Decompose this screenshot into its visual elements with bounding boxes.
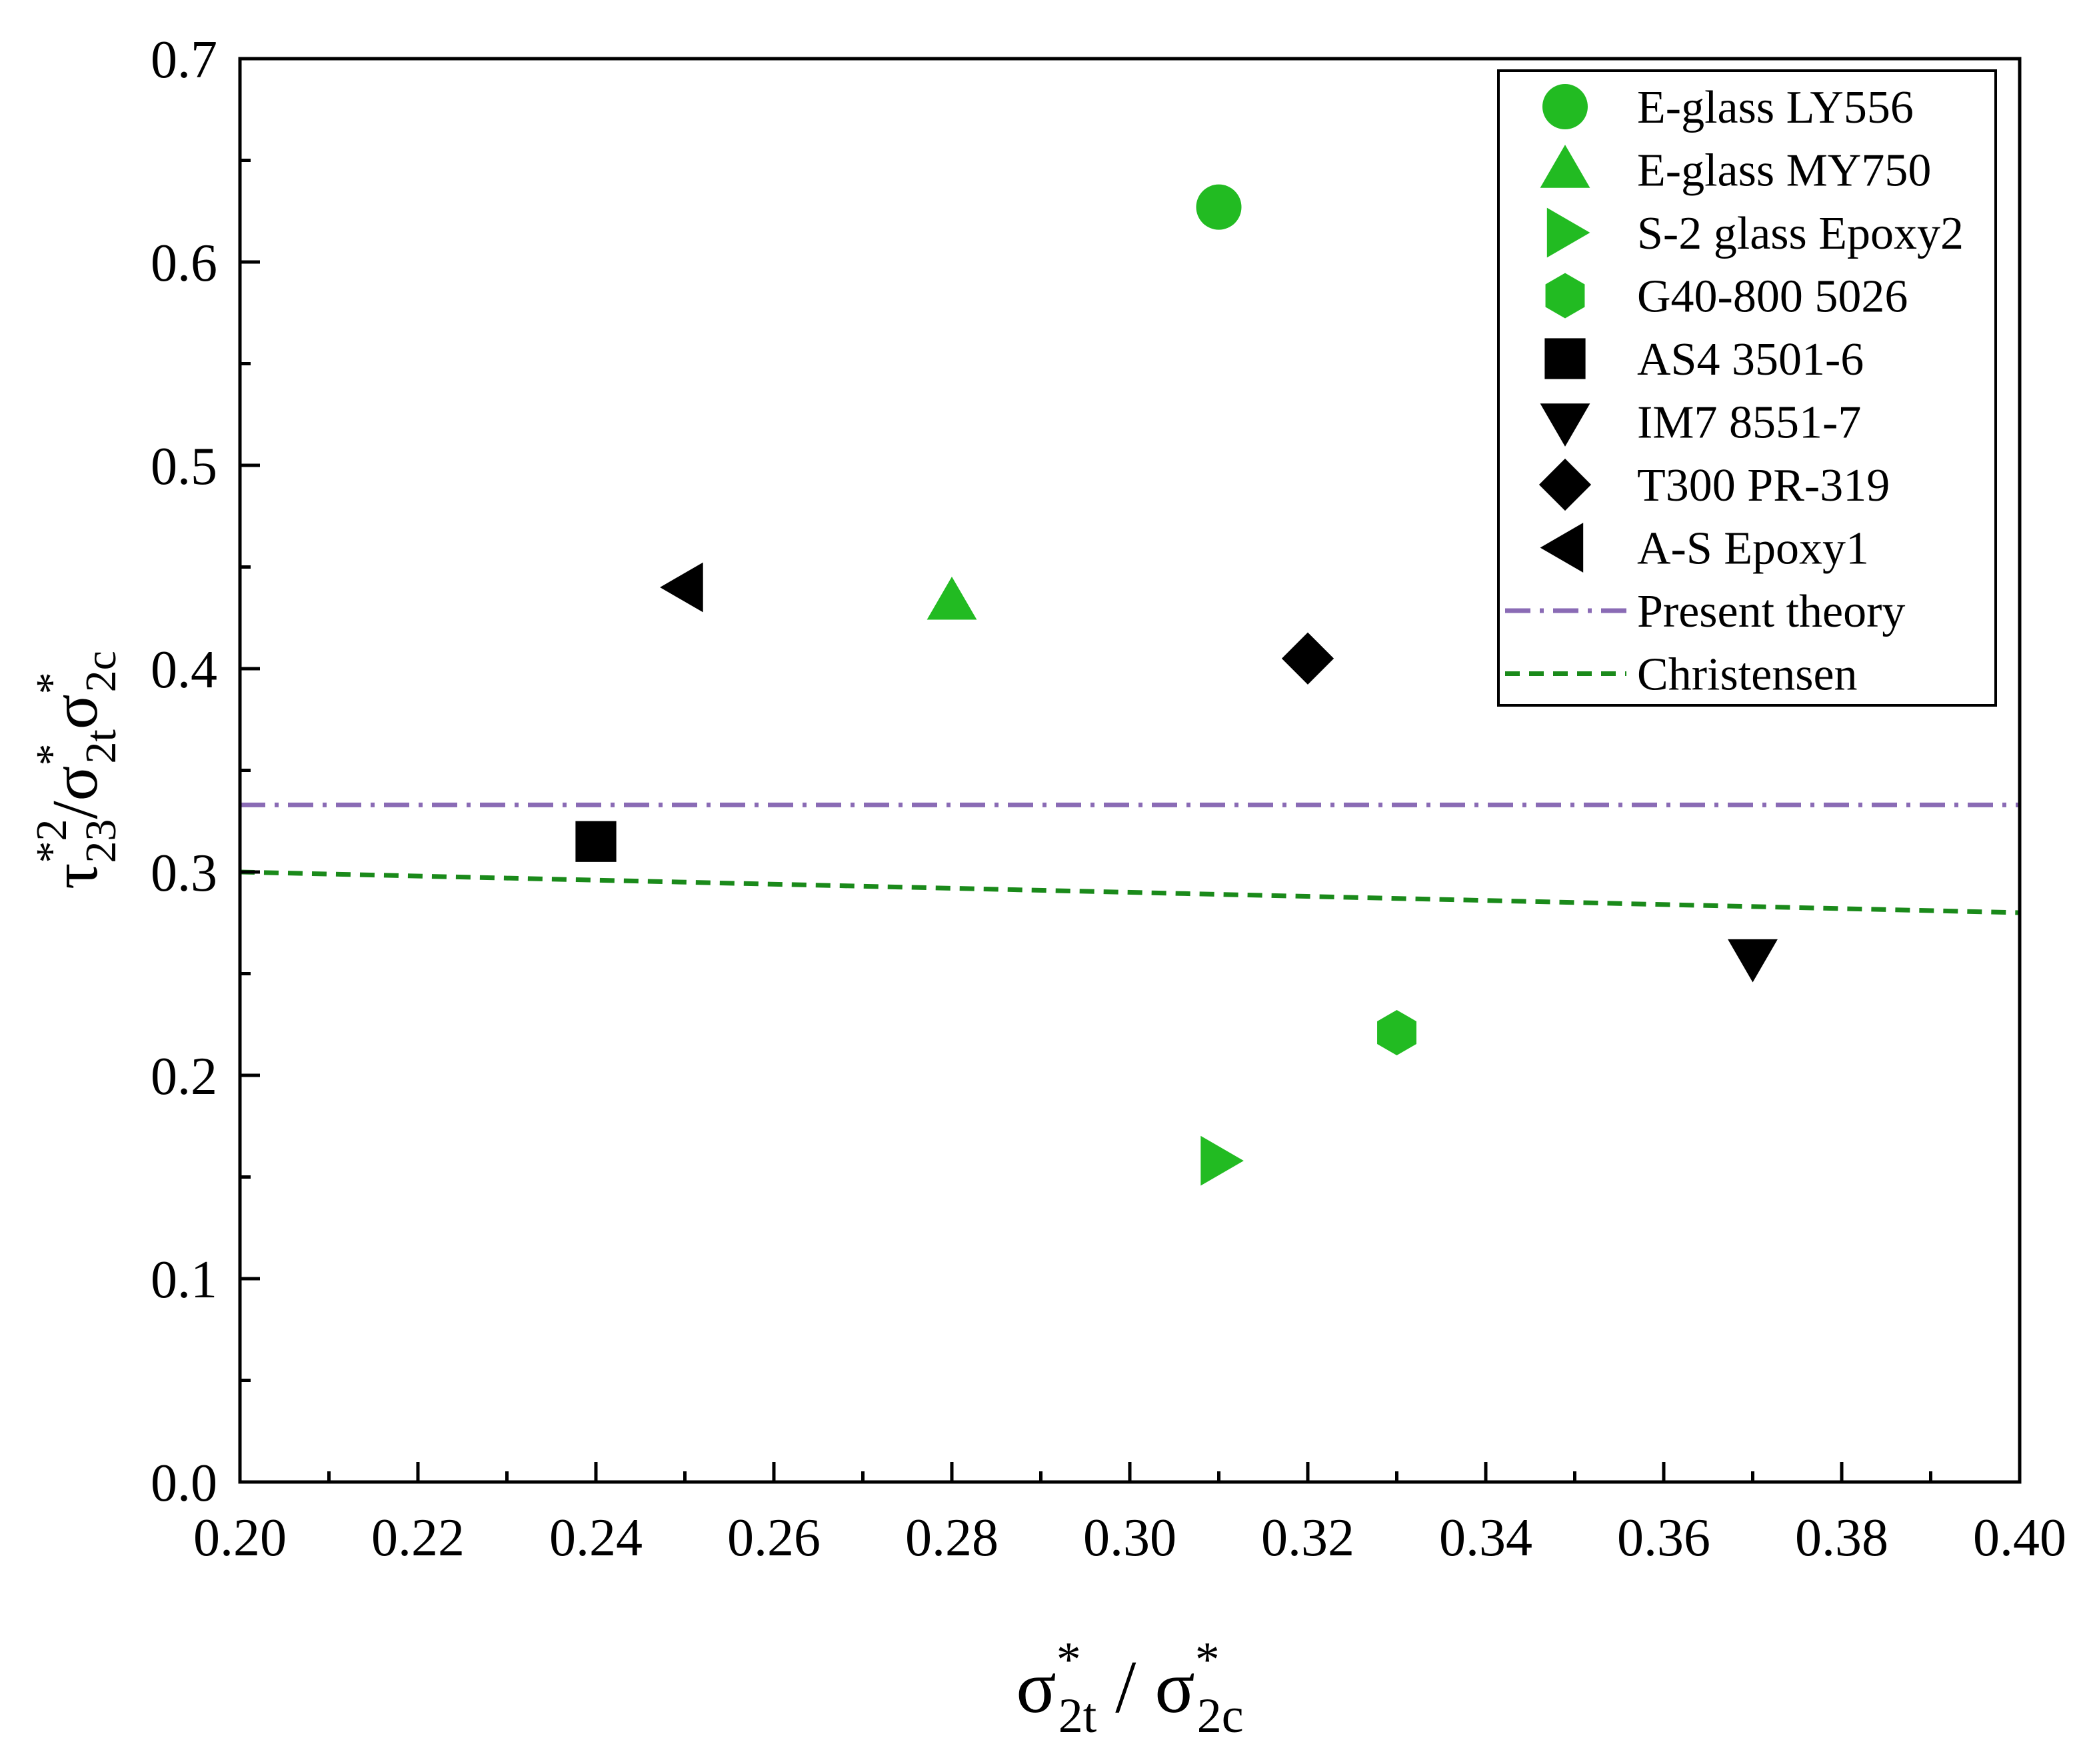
x-tick-label: 0.22 xyxy=(371,1509,465,1567)
x-tick-label: 0.32 xyxy=(1261,1509,1354,1567)
y-tick-label: 0.4 xyxy=(151,641,217,699)
legend-item-im7-8551-7: IM7 8551-7 xyxy=(1540,397,1861,449)
x-title-base1: σ xyxy=(1016,1646,1056,1729)
legend-label: S-2 glass Epoxy2 xyxy=(1637,208,1964,259)
legend-item-e-glass-my750: E-glass MY750 xyxy=(1540,145,1931,197)
legend-item-e-glass-ly556: E-glass LY556 xyxy=(1542,82,1914,133)
data-points xyxy=(575,184,1778,1186)
y-tick-label: 0.1 xyxy=(151,1251,217,1309)
x-title-base2: σ xyxy=(1154,1646,1194,1729)
legend-symbol-g40-800-5026 xyxy=(1545,273,1585,319)
legend-label: AS4 3501-6 xyxy=(1637,334,1864,385)
legend-item-present-theory: Present theory xyxy=(1505,586,1905,637)
x-axis-ticks: 0.20 0.22 0.24 0.26 0.28 0.30 0.32 0.34 0.36 0.38… xyxy=(193,1462,2066,1567)
y-tick-label: 0.3 xyxy=(151,844,217,903)
legend-item-a-s-epoxy1: A-S Epoxy1 xyxy=(1540,523,1869,575)
y-title-sup1: *2 xyxy=(27,819,76,863)
legend-label: E-glass MY750 xyxy=(1637,145,1931,197)
x-tick-label: 0.28 xyxy=(905,1509,999,1567)
x-title-sup1: * xyxy=(1056,1633,1081,1687)
legend: E-glass LY556 E-glass MY750 S-2 glass Epox… xyxy=(1497,69,1997,707)
x-tick-label: 0.34 xyxy=(1439,1509,1532,1567)
point-im7-8551-7 xyxy=(1728,939,1778,983)
legend-item-s-2-glass-epoxy2: S-2 glass Epoxy2 xyxy=(1546,207,1964,259)
y-title-sup3: * xyxy=(27,672,76,694)
y-title-p1: τ xyxy=(39,863,111,889)
x-title-sub1: 2t xyxy=(1058,1689,1097,1743)
legend-label: E-glass LY556 xyxy=(1637,82,1914,133)
y-tick-label: 0.5 xyxy=(151,437,217,496)
y-title-p2: /σ xyxy=(39,766,111,819)
point-as4-3501-6 xyxy=(575,821,617,862)
legend-symbol-a-s-epoxy1 xyxy=(1540,523,1584,573)
x-title-sub2: 2c xyxy=(1197,1689,1244,1743)
legend-symbol-s-2-glass-epoxy2 xyxy=(1546,207,1590,258)
x-title-sep: / xyxy=(1096,1646,1154,1729)
legend-symbol-e-glass-my750 xyxy=(1540,145,1590,188)
y-title-sub2: 2t xyxy=(77,729,125,763)
y-tick-label: 0.6 xyxy=(151,234,217,293)
theory-lines xyxy=(239,802,2020,915)
y-tick-label: 0.0 xyxy=(151,1454,217,1513)
x-tick-label: 0.40 xyxy=(1973,1509,2066,1567)
legend-label: G40-800 5026 xyxy=(1637,271,1908,323)
y-title-sub1: 23 xyxy=(77,819,125,863)
y-title-sub3: 2c xyxy=(77,651,125,692)
legend-item-g40-800-5026: G40-800 5026 xyxy=(1545,271,1908,323)
legend-label: IM7 8551-7 xyxy=(1637,397,1861,449)
x-tick-label: 0.38 xyxy=(1795,1509,1888,1567)
legend-symbol-im7-8551-7 xyxy=(1540,403,1590,447)
point-e-glass-my750 xyxy=(927,576,977,620)
legend-label: T300 PR-319 xyxy=(1637,460,1890,511)
x-title-sup2: * xyxy=(1195,1633,1220,1687)
y-tick-label: 0.7 xyxy=(151,31,217,89)
y-tick-label: 0.2 xyxy=(151,1047,217,1106)
y-title-p3: σ xyxy=(39,694,111,729)
legend-label: Present theory xyxy=(1637,586,1905,637)
legend-item-t300-pr-319: T300 PR-319 xyxy=(1538,458,1890,511)
point-s-2-glass-epoxy2 xyxy=(1200,1135,1244,1186)
legend-label: Christensen xyxy=(1637,649,1858,701)
legend-label: A-S Epoxy1 xyxy=(1637,523,1869,575)
x-tick-label: 0.26 xyxy=(727,1509,821,1567)
legend-symbol-as4-3501-6 xyxy=(1544,338,1586,379)
x-tick-label: 0.36 xyxy=(1617,1509,1710,1567)
line-christensen xyxy=(239,869,2020,915)
point-g40-800-5026 xyxy=(1377,1009,1416,1055)
point-e-glass-ly556 xyxy=(1196,184,1242,230)
x-tick-label: 0.30 xyxy=(1083,1509,1176,1567)
legend-item-as4-3501-6: AS4 3501-6 xyxy=(1544,334,1864,385)
legend-item-christensen: Christensen xyxy=(1505,649,1858,701)
legend-symbol-e-glass-ly556 xyxy=(1542,84,1588,129)
y-title-sup2: * xyxy=(27,744,76,766)
y-axis-title: τ*223/σ*2tσ*2c xyxy=(27,651,125,889)
point-t300-pr-319 xyxy=(1281,632,1334,685)
legend-symbol-t300-pr-319 xyxy=(1538,458,1592,511)
x-axis-title: σ* 2t / σ* 2c xyxy=(1016,1633,1243,1743)
point-a-s-epoxy1 xyxy=(660,562,703,613)
y-axis-ticks: 0.0 0.1 0.2 0.3 0.4 0.5 0.6 0.7 xyxy=(151,31,260,1513)
x-tick-label: 0.20 xyxy=(193,1509,287,1567)
x-tick-label: 0.24 xyxy=(549,1509,643,1567)
